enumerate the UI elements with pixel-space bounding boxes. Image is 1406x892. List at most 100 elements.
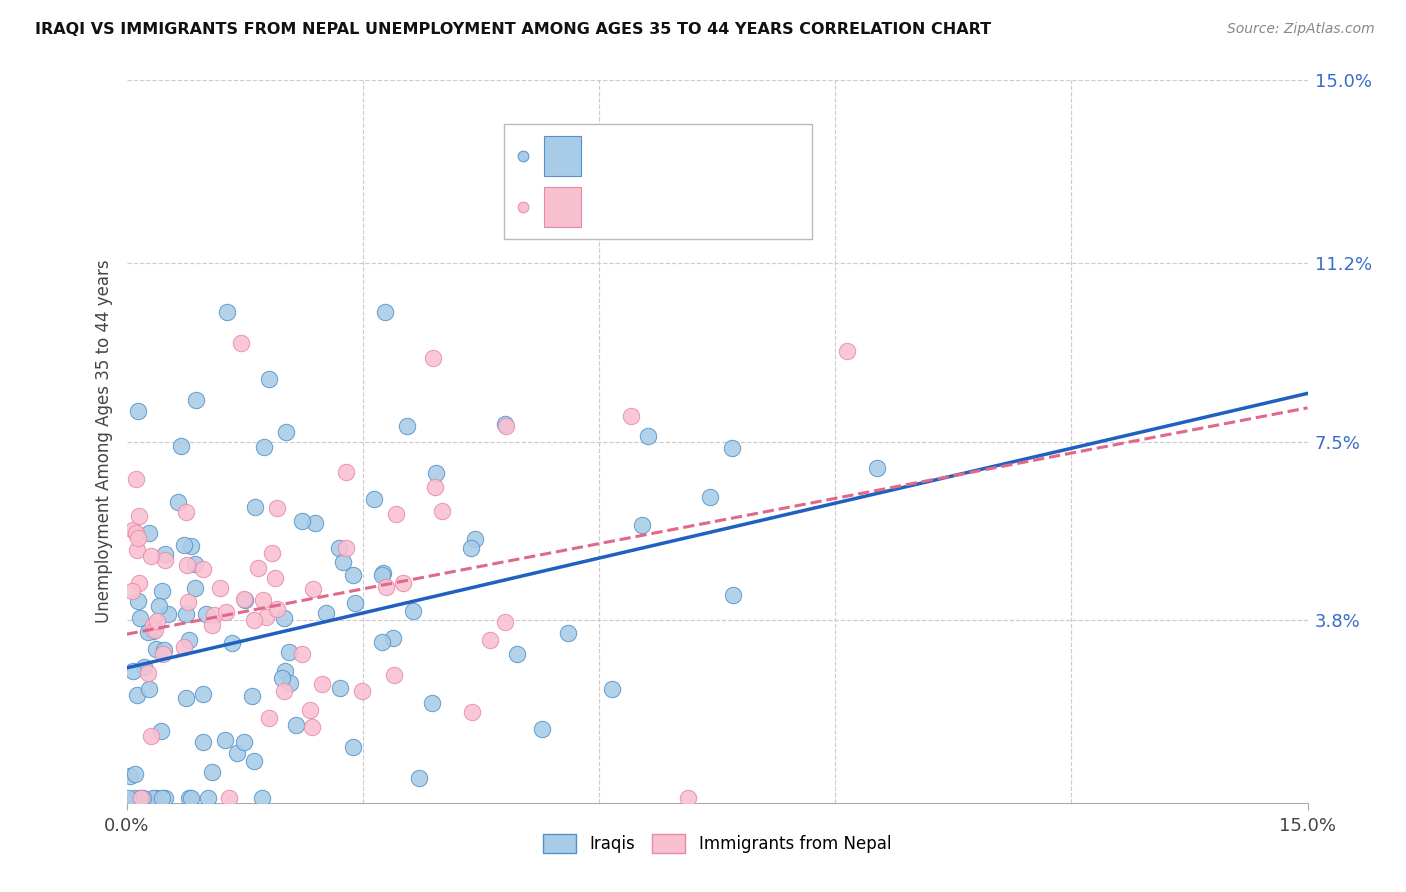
Point (302, 582, 325, 597)
Point (329, 681, 352, 696)
Point (835, 344, 858, 359)
Point (127, 531, 149, 545)
Point (124, 767, 146, 781)
Point (197, 791, 219, 805)
Point (494, 417, 516, 431)
Point (176, 505, 198, 519)
Point (179, 633, 201, 648)
Point (464, 532, 486, 546)
Point (266, 601, 288, 615)
Point (384, 668, 406, 682)
Point (250, 791, 273, 805)
Point (505, 647, 527, 661)
Point (201, 765, 224, 780)
Point (866, 461, 889, 475)
Point (121, 664, 143, 678)
Point (150, 583, 173, 598)
Point (291, 647, 314, 661)
Point (136, 624, 159, 639)
Point (284, 718, 307, 732)
Point (423, 480, 446, 494)
Point (153, 791, 176, 805)
Point (138, 525, 160, 540)
Point (143, 623, 166, 637)
Point (138, 666, 160, 681)
Point (134, 660, 156, 674)
Point (122, 523, 145, 537)
Point (127, 404, 149, 418)
Point (179, 791, 201, 805)
Point (291, 514, 314, 528)
Point (371, 566, 394, 581)
Point (167, 494, 190, 508)
Point (145, 791, 167, 805)
Point (125, 472, 148, 486)
Point (150, 724, 173, 739)
Point (363, 492, 385, 507)
Point (699, 491, 721, 505)
Point (315, 607, 337, 621)
Point (252, 592, 274, 607)
Point (352, 684, 374, 698)
Point (117, 791, 139, 805)
Point (531, 722, 554, 736)
Point (335, 541, 357, 555)
Point (254, 609, 277, 624)
Point (138, 681, 160, 696)
Point (259, 372, 281, 386)
Point (335, 465, 357, 479)
Point (430, 504, 453, 518)
Point (301, 720, 323, 734)
Point (176, 607, 198, 621)
Point (152, 647, 174, 661)
Point (343, 596, 366, 610)
Point (125, 688, 148, 702)
Point (156, 607, 179, 621)
Point (425, 466, 447, 480)
Point (127, 542, 149, 557)
Point (124, 791, 146, 805)
Point (402, 604, 425, 618)
Point (375, 580, 398, 594)
Point (252, 440, 274, 454)
Point (194, 607, 217, 622)
Point (557, 626, 579, 640)
Point (128, 509, 150, 524)
Point (131, 791, 153, 805)
Point (342, 739, 364, 754)
Point (233, 592, 256, 607)
Point (266, 501, 288, 516)
Point (120, 769, 142, 783)
Point (259, 711, 281, 725)
Point (328, 541, 350, 555)
Point (342, 568, 364, 582)
Point (630, 517, 652, 532)
Point (180, 791, 202, 805)
Point (121, 584, 143, 599)
Point (201, 617, 224, 632)
Point (602, 681, 624, 696)
Point (183, 557, 205, 571)
Point (173, 640, 195, 654)
Point (478, 633, 501, 648)
Point (193, 562, 215, 576)
Point (273, 665, 295, 679)
Point (243, 613, 266, 627)
Point (274, 425, 297, 439)
Point (191, 687, 214, 701)
Point (371, 567, 394, 582)
Point (298, 703, 321, 717)
Point (304, 516, 326, 530)
Point (495, 418, 517, 433)
Point (142, 618, 165, 632)
Point (215, 605, 238, 619)
Point (128, 575, 150, 590)
Point (186, 393, 208, 408)
Point (226, 746, 249, 760)
Point (127, 594, 149, 608)
Point (273, 684, 295, 698)
Point (128, 611, 150, 625)
Point (229, 335, 252, 350)
Point (408, 771, 430, 785)
Point (720, 441, 742, 455)
